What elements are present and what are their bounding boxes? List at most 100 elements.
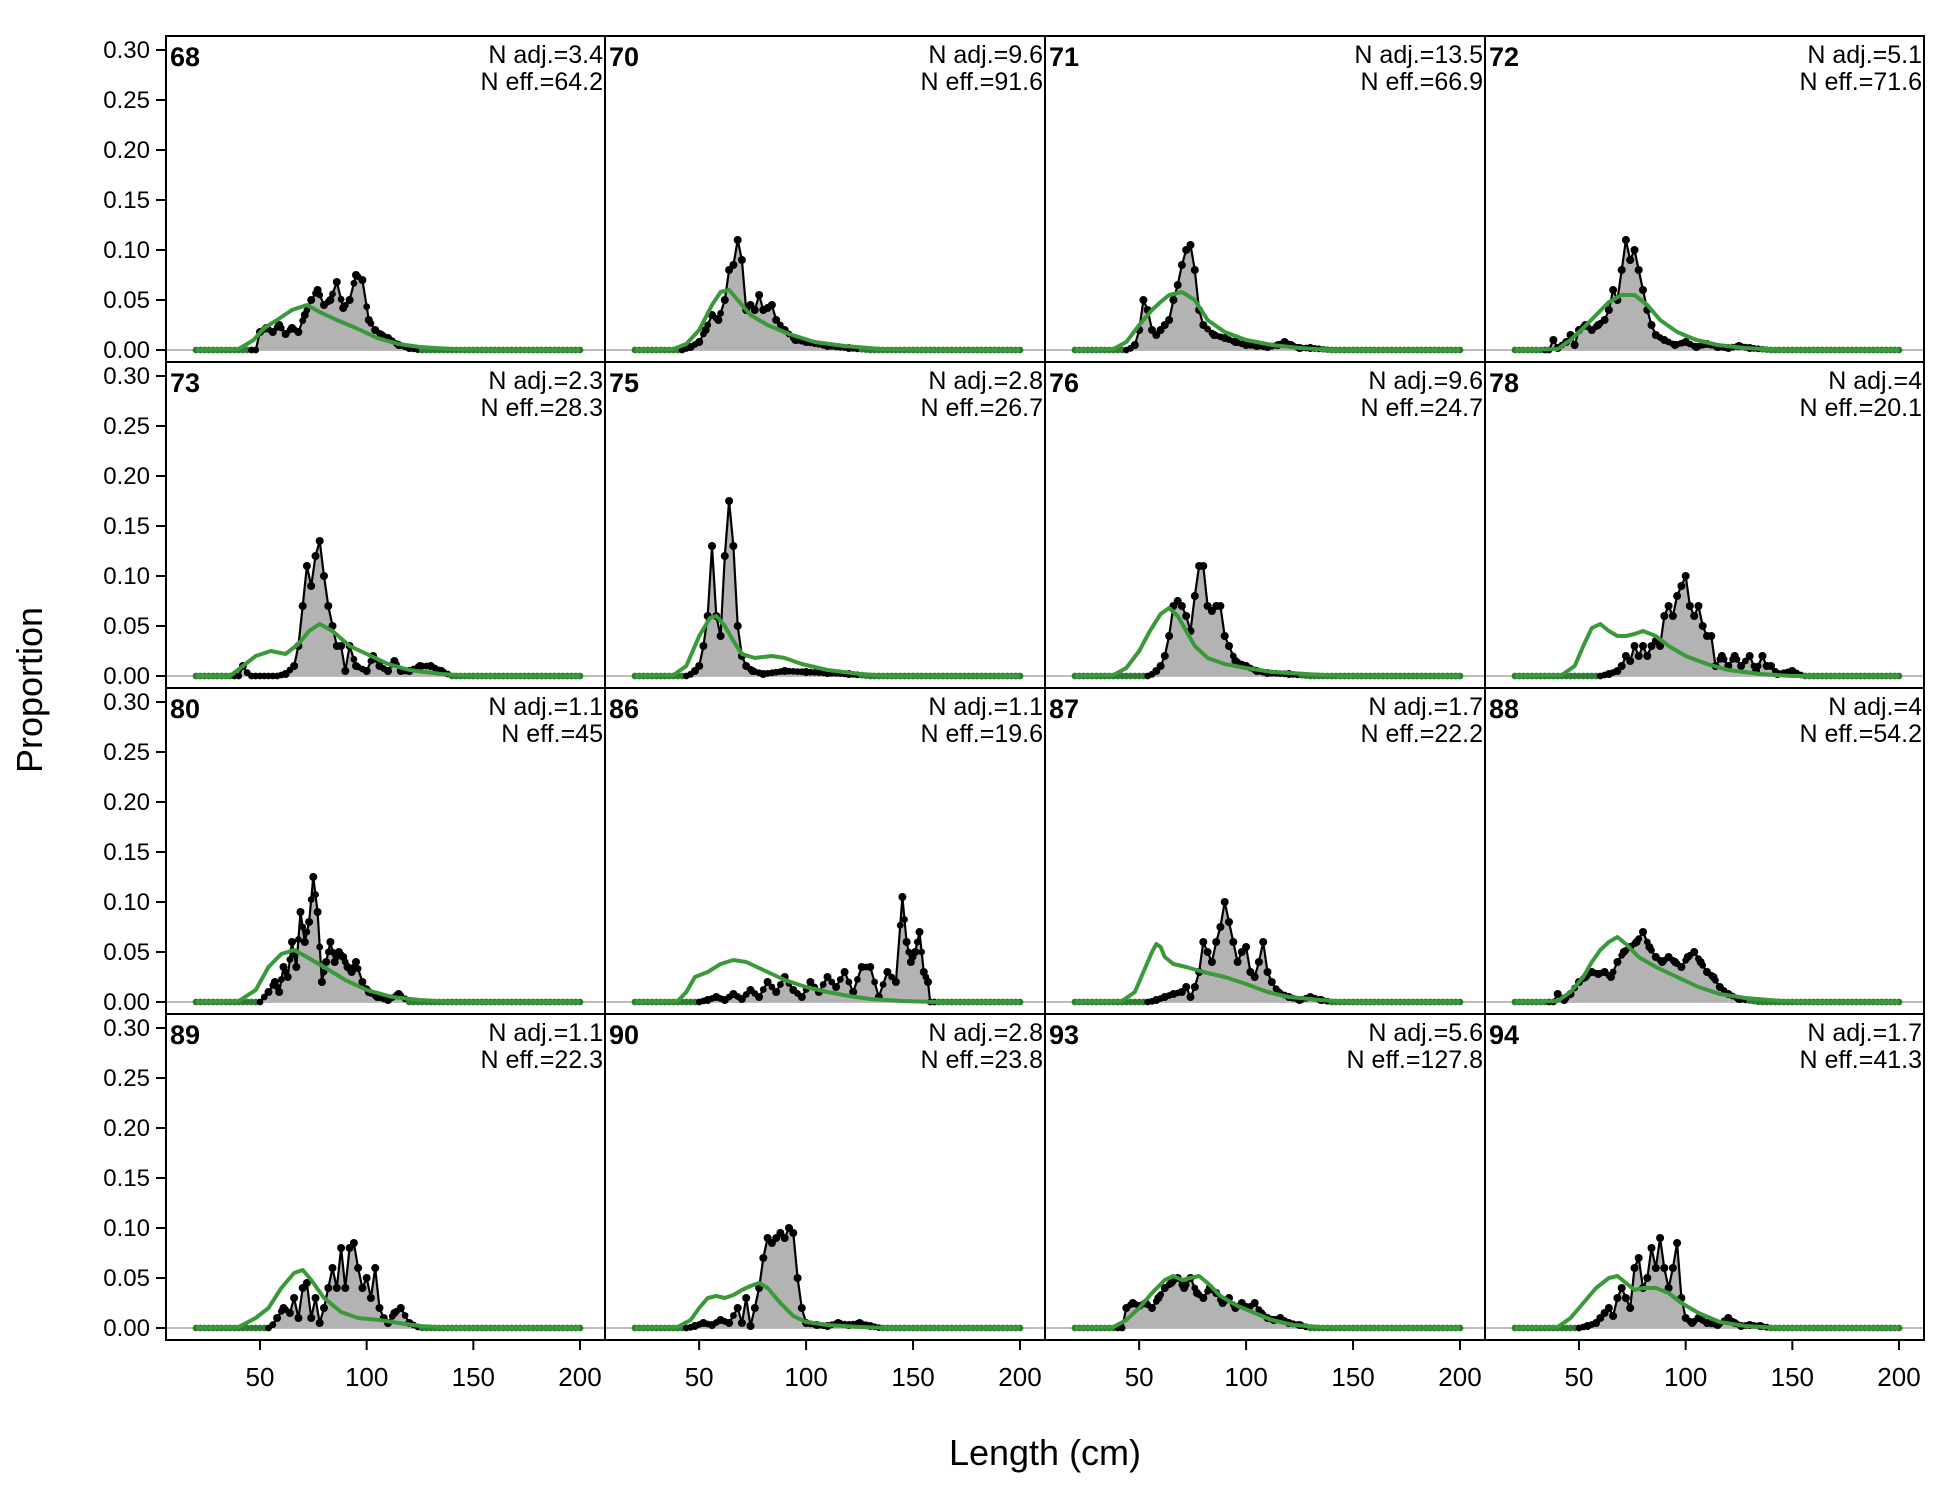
n-eff-label: N eff.=20.1 xyxy=(1799,394,1922,422)
observed-point xyxy=(299,317,307,325)
observed-point xyxy=(1656,642,1665,650)
observed-point xyxy=(339,953,348,961)
y-tick-label: 0.00 xyxy=(103,337,150,364)
x-tick-label: 200 xyxy=(558,1362,601,1392)
observed-point xyxy=(401,1312,409,1319)
observed-point xyxy=(281,670,290,678)
observed-point xyxy=(1656,1234,1665,1242)
n-eff-label: N eff.=22.2 xyxy=(1360,720,1483,748)
expected-line xyxy=(195,303,580,352)
observed-point xyxy=(324,602,333,610)
observed-point xyxy=(315,537,324,545)
panel-88: 88 N adj.=4N eff.=54.2 xyxy=(1484,687,1925,1015)
observed-point xyxy=(292,963,301,971)
observed-point xyxy=(714,316,723,324)
observed-point xyxy=(1216,923,1225,931)
observed-point xyxy=(1583,1322,1592,1330)
observed-point xyxy=(725,497,734,505)
observed-area xyxy=(1515,240,1899,350)
observed-point xyxy=(755,993,764,1001)
observed-point xyxy=(281,330,290,338)
observed-point xyxy=(1681,572,1690,580)
observed-point xyxy=(748,667,757,675)
observed-point xyxy=(416,662,424,670)
panel-year-label: 76 xyxy=(1049,368,1079,398)
observed-point xyxy=(363,303,371,311)
observed-point xyxy=(1600,316,1609,324)
observed-point xyxy=(362,667,371,675)
observed-point xyxy=(690,1322,699,1330)
observed-point xyxy=(1613,1294,1622,1302)
x-tick-label: 150 xyxy=(1771,1362,1814,1392)
panel-year-label: 70 xyxy=(609,42,639,72)
y-tick-label: 0.15 xyxy=(103,839,150,866)
observed-point xyxy=(290,662,299,670)
observed-point xyxy=(737,1319,746,1327)
observed-point xyxy=(1788,667,1797,675)
observed-point xyxy=(269,1321,277,1329)
observed-point xyxy=(375,1304,384,1312)
observed-point xyxy=(763,978,772,986)
observed-point xyxy=(1630,642,1639,650)
observed-point xyxy=(1634,266,1643,274)
observed-point xyxy=(1681,1314,1690,1322)
x-tick-label: 100 xyxy=(784,1362,827,1392)
y-tick-label: 0.10 xyxy=(103,563,150,590)
observed-point xyxy=(1210,331,1218,339)
x-tick-label: 150 xyxy=(1331,1362,1374,1392)
observed-point xyxy=(364,316,373,324)
n-adj-label: N adj.=1.1 xyxy=(928,693,1043,721)
observed-point xyxy=(303,928,311,936)
observed-point xyxy=(329,948,336,956)
y-tick-label: 0.00 xyxy=(103,1315,150,1342)
observed-point xyxy=(1190,983,1199,991)
observed-point xyxy=(915,928,924,936)
observed-point xyxy=(1173,281,1182,289)
observed-point xyxy=(1118,1324,1126,1332)
observed-point xyxy=(302,562,311,570)
observed-point xyxy=(742,1294,751,1302)
observed-point xyxy=(354,1264,363,1272)
observed-point xyxy=(347,968,356,976)
expected-line xyxy=(196,622,580,678)
observed-point xyxy=(1160,993,1169,1001)
n-eff-label: N eff.=45 xyxy=(501,720,603,748)
x-tick-label: 50 xyxy=(1125,1362,1154,1392)
n-adj-label: N adj.=4 xyxy=(1828,693,1922,721)
observed-point xyxy=(1617,1284,1626,1292)
observed-point xyxy=(320,301,328,309)
observed-point xyxy=(1604,1304,1613,1312)
observed-point xyxy=(913,938,921,946)
observed-point xyxy=(733,1304,742,1312)
x-tick-label: 100 xyxy=(345,1362,388,1392)
observed-area xyxy=(1075,245,1460,350)
observed-point xyxy=(1254,958,1263,966)
observed-point xyxy=(716,1316,725,1324)
observed-point xyxy=(1167,1279,1176,1287)
panel-75: 75 N adj.=2.8N eff.=26.7 xyxy=(604,361,1046,689)
observed-point xyxy=(1165,632,1174,640)
observed-point xyxy=(919,968,928,976)
observed-point xyxy=(720,296,729,304)
observed-point xyxy=(1613,958,1622,966)
observed-point xyxy=(802,668,811,676)
observed-point xyxy=(1643,1274,1652,1282)
observed-point xyxy=(384,667,392,675)
observed-point xyxy=(1696,958,1705,966)
observed-point xyxy=(1664,602,1673,610)
observed-point xyxy=(725,1319,734,1327)
observed-point xyxy=(326,296,335,304)
observed-point xyxy=(329,290,336,298)
observed-point xyxy=(1212,938,1221,946)
observed-point xyxy=(358,1284,367,1292)
panel-93: 93 N adj.=5.6N eff.=127.8 xyxy=(1044,1013,1486,1341)
observed-point xyxy=(1199,562,1208,570)
observed-point xyxy=(317,978,326,986)
observed-point xyxy=(708,1321,716,1329)
observed-point xyxy=(371,326,380,334)
observed-point xyxy=(1677,963,1686,971)
observed-point xyxy=(806,978,815,986)
observed-point xyxy=(1600,968,1609,976)
panel-year-label: 72 xyxy=(1489,42,1519,72)
observed-point xyxy=(924,978,932,986)
